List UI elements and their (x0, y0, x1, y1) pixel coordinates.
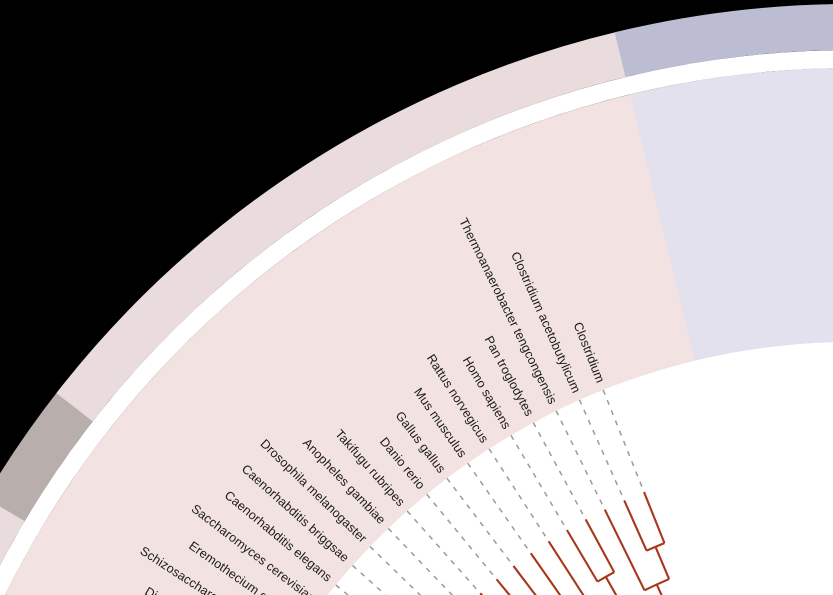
branch-radial-5-0 (512, 565, 537, 595)
leader-line-22 (446, 477, 515, 567)
outer-ring-layer (0, 4, 833, 566)
leader-line-26 (532, 422, 587, 520)
ring-white-gap (0, 50, 833, 595)
branch-radial-0-1 (643, 491, 666, 544)
leader-line-21 (426, 493, 498, 580)
ring-segment-bacteria-8 (614, 4, 833, 78)
branch-radial-1-0 (603, 509, 646, 591)
leader-line-24 (488, 448, 550, 542)
leader-line-28 (578, 399, 625, 501)
leader-line-23 (467, 462, 532, 554)
leader-line-25 (510, 434, 568, 531)
group-sector-layer (5, 68, 833, 595)
leader-line-20 (406, 510, 481, 594)
tree-branch-layer (479, 491, 671, 595)
white-gap-layer (0, 50, 833, 595)
branch-radial-2-0 (566, 529, 599, 583)
inner-disc (327, 342, 833, 595)
branch-radial-1-1 (654, 546, 671, 580)
branch-radial-3-1 (604, 576, 618, 595)
ring-segment-eukaryota-7 (56, 31, 630, 422)
ring-segment-eukaryota-6 (0, 389, 96, 522)
leader-line-29 (602, 389, 645, 493)
branch-radial-3-0 (547, 540, 585, 595)
leader-line-18 (369, 546, 422, 595)
branch-radial-4-0 (529, 552, 562, 595)
leader-line-27 (555, 410, 606, 510)
branch-radial-6-1 (495, 578, 511, 595)
branch-radial-2-1 (584, 518, 616, 573)
branch-radial-0-0 (623, 499, 648, 552)
leader-line-layer (335, 389, 645, 595)
